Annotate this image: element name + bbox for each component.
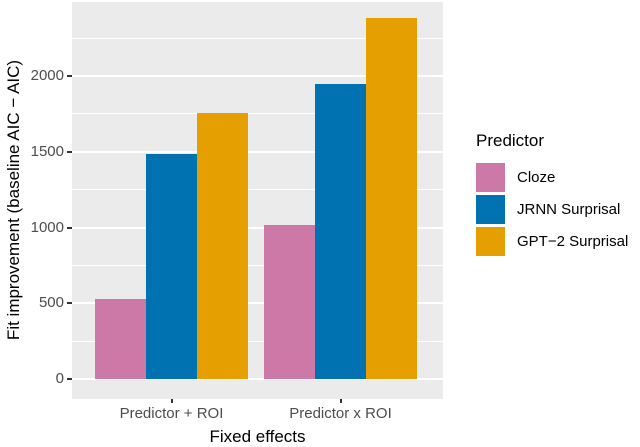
gridline-minor-250 — [72, 340, 443, 342]
bar-predictor-roi-cloze — [95, 298, 147, 380]
y-tick-label-0: 0 — [55, 370, 64, 388]
legend-label-gpt-2-surprisal: GPT−2 Surprisal — [517, 233, 629, 250]
bar-predictor-roi-jrnn-surprisal — [146, 154, 197, 380]
legend-title: Predictor — [476, 131, 545, 150]
gridline-major-1500 — [72, 150, 443, 153]
legend-item-cloze: Cloze — [476, 163, 628, 192]
gridline-minor-2250 — [72, 37, 443, 39]
legend: Predictor Cloze JRNN Surprisal GPT−2 Surpr… — [476, 131, 628, 259]
plot-panel — [72, 2, 443, 399]
legend-label-cloze: Cloze — [517, 169, 556, 186]
legend-swatch-cloze — [476, 163, 505, 192]
legend-swatch-jrnn-surprisal — [476, 195, 505, 224]
legend-item-gpt-2-surprisal: GPT−2 Surprisal — [476, 227, 628, 256]
bar-predictor-x-roi-cloze — [264, 225, 316, 380]
x-tick-label-predictor-x-roi: Predictor x ROI — [289, 405, 392, 422]
x-axis-title: Fixed effects — [209, 427, 306, 446]
bar-predictor-roi-gpt-2-surprisal — [196, 113, 248, 380]
gridline-minor-750 — [72, 265, 443, 267]
legend-swatch-gpt-2-surprisal — [476, 227, 505, 256]
gridline-minor-1250 — [72, 189, 443, 191]
gridline-major-1000 — [72, 226, 443, 229]
gridline-major-0 — [72, 378, 443, 381]
legend-label-jrnn-surprisal: JRNN Surprisal — [517, 201, 621, 218]
bar-predictor-x-roi-gpt-2-surprisal — [365, 17, 417, 380]
legend-item-jrnn-surprisal: JRNN Surprisal — [476, 195, 628, 224]
x-tick-label-predictor-roi: Predictor + ROI — [119, 405, 224, 422]
legend-items: Cloze JRNN Surprisal GPT−2 Surprisal — [476, 163, 628, 256]
bar-predictor-x-roi-jrnn-surprisal — [315, 83, 366, 380]
gridline-major-2000 — [72, 75, 443, 78]
gridline-major-500 — [72, 302, 443, 305]
x-tick-mark-predictor-x-roi — [339, 399, 342, 403]
x-tick-mark-predictor-roi — [170, 399, 173, 403]
y-axis-title: Fit improvement (baseline AIC − AIC) — [4, 59, 23, 341]
gridline-minor-1750 — [72, 113, 443, 115]
